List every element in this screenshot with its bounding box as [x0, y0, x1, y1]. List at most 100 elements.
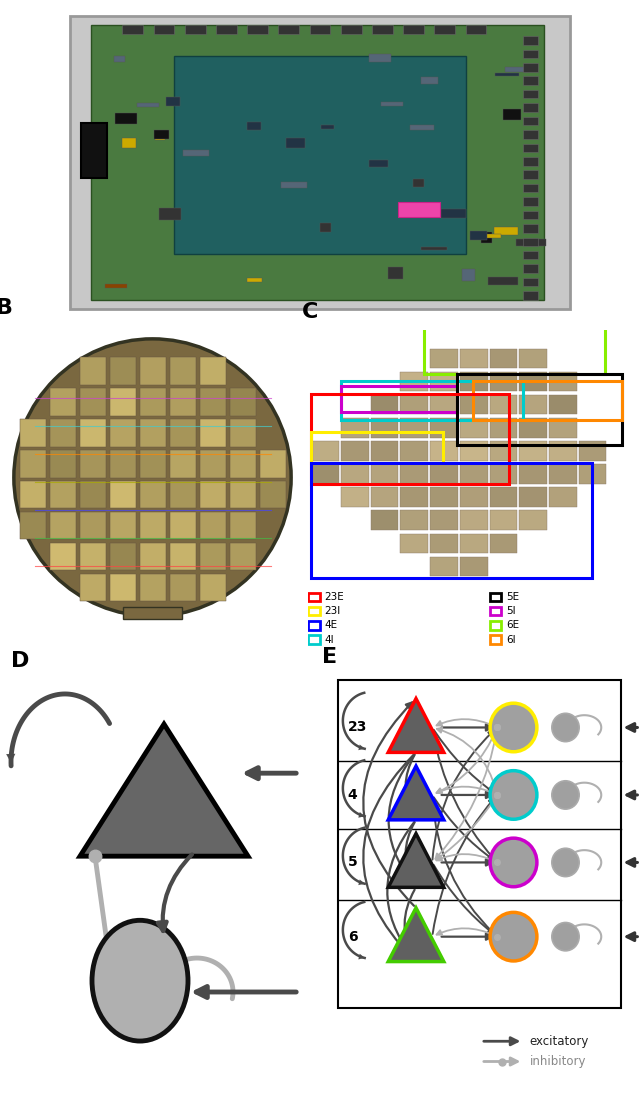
Bar — [200, 481, 227, 509]
Bar — [80, 357, 106, 385]
Bar — [490, 488, 517, 507]
Bar — [401, 419, 428, 437]
Bar — [341, 442, 369, 460]
Bar — [230, 388, 257, 415]
Bar — [248, 278, 262, 282]
Bar — [398, 202, 440, 218]
Bar — [80, 451, 106, 477]
Bar — [523, 144, 538, 152]
Bar — [523, 49, 538, 58]
Bar — [260, 481, 287, 509]
Bar — [401, 442, 428, 460]
Bar — [488, 277, 518, 286]
Bar — [311, 463, 592, 578]
Bar — [523, 224, 538, 233]
Bar — [50, 420, 76, 446]
Circle shape — [14, 338, 291, 617]
Text: E: E — [322, 646, 337, 667]
Bar — [341, 419, 369, 437]
Bar — [140, 451, 166, 477]
Bar — [424, 328, 605, 374]
Bar — [523, 130, 538, 138]
Bar — [490, 593, 501, 601]
Polygon shape — [70, 16, 570, 309]
Bar — [281, 182, 307, 188]
Text: inhibitory: inhibitory — [530, 1055, 586, 1068]
Bar — [549, 465, 577, 484]
Bar — [519, 419, 547, 437]
Bar — [80, 481, 106, 509]
Bar — [579, 465, 606, 484]
Bar — [20, 481, 45, 509]
Text: D: D — [11, 652, 29, 671]
Bar — [80, 575, 106, 601]
Bar — [401, 373, 428, 391]
Bar — [519, 396, 547, 414]
Bar — [523, 251, 538, 259]
Bar — [473, 381, 621, 420]
Bar — [338, 680, 621, 1008]
Circle shape — [92, 920, 188, 1041]
Bar — [490, 635, 501, 644]
Bar — [200, 451, 227, 477]
Bar — [410, 124, 434, 130]
Bar — [519, 373, 547, 391]
Bar — [341, 465, 369, 484]
Bar — [140, 481, 166, 509]
Bar — [388, 267, 403, 279]
Bar — [110, 543, 136, 570]
Bar — [430, 373, 458, 391]
Bar — [371, 396, 399, 414]
Bar — [503, 109, 521, 121]
Bar — [435, 25, 455, 34]
Bar — [230, 451, 257, 477]
Bar — [341, 381, 522, 420]
Bar — [413, 179, 424, 187]
Bar — [460, 556, 488, 576]
Bar — [462, 269, 475, 281]
Bar — [460, 349, 488, 368]
Bar — [170, 357, 196, 385]
Bar — [115, 113, 137, 124]
Bar — [20, 451, 45, 477]
Bar — [430, 556, 458, 576]
Bar — [466, 25, 486, 34]
Bar — [105, 284, 127, 288]
Bar — [490, 373, 517, 391]
Polygon shape — [388, 908, 444, 962]
Bar — [200, 543, 227, 570]
Bar — [185, 25, 205, 34]
Bar — [523, 170, 538, 179]
Bar — [311, 442, 339, 460]
Bar — [140, 512, 166, 540]
Bar — [320, 223, 331, 232]
Text: 5: 5 — [348, 855, 358, 869]
Bar — [170, 388, 196, 415]
Bar — [471, 234, 501, 238]
Bar — [519, 465, 547, 484]
Bar — [371, 465, 399, 484]
Bar — [430, 419, 458, 437]
Bar — [230, 481, 257, 509]
Bar — [523, 116, 538, 125]
Bar — [523, 211, 538, 219]
Bar — [170, 512, 196, 540]
Bar — [430, 488, 458, 507]
Bar — [50, 451, 76, 477]
Bar — [154, 131, 169, 140]
Text: 6E: 6E — [506, 621, 519, 631]
Bar — [430, 465, 458, 484]
Bar — [372, 25, 393, 34]
Bar — [371, 488, 399, 507]
Bar — [490, 607, 501, 615]
Bar — [523, 278, 538, 287]
Bar — [170, 451, 196, 477]
Bar — [421, 246, 447, 251]
Bar — [460, 396, 488, 414]
Bar — [470, 231, 488, 240]
Bar — [369, 54, 391, 63]
Bar — [460, 419, 488, 437]
Bar — [504, 67, 534, 73]
Bar — [260, 451, 287, 477]
Bar — [308, 593, 319, 601]
